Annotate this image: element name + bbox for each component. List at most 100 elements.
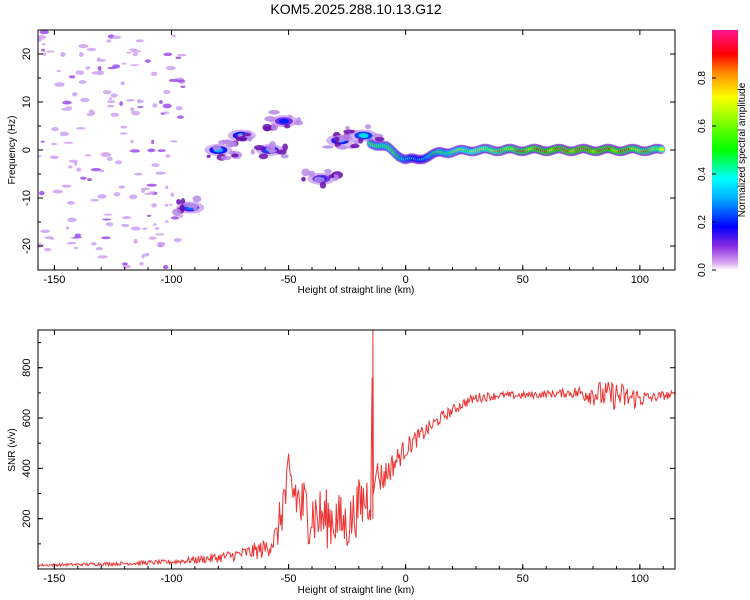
noise-blob — [164, 220, 169, 223]
noise-blob — [106, 39, 112, 43]
noise-blob — [102, 218, 112, 221]
spectrogram-x-label: Height of straight line (km) — [298, 285, 415, 296]
spectrogram-x-ticks: -150 -100 -50 0 50 100 — [43, 30, 664, 286]
ridge-core — [658, 147, 664, 152]
x-tick-label: -100 — [160, 274, 182, 286]
cluster-f-speck — [301, 176, 306, 182]
snr-content — [38, 330, 675, 568]
noise-blob — [146, 183, 158, 187]
noise-blob — [59, 131, 70, 137]
cluster-e-speck — [284, 123, 291, 129]
cluster-a-speck — [182, 202, 193, 207]
noise-blob — [125, 99, 135, 102]
cluster-c-speck — [238, 136, 248, 142]
noise-blob — [121, 216, 132, 220]
colorbar-gradient — [712, 30, 738, 270]
noise-blob — [177, 53, 187, 57]
snr-panel: -150 -100 -50 0 50 100 200 400 600 800 Height of… — [7, 329, 676, 596]
noise-blob — [113, 191, 121, 197]
colorbar-tick-label: 0.6 — [697, 119, 708, 133]
noise-blob — [120, 81, 125, 86]
noise-blob — [68, 75, 76, 79]
cluster-d-speck — [250, 148, 255, 155]
noise-blob — [66, 241, 77, 245]
snr-frame — [37, 329, 676, 570]
cluster-a-speck — [172, 208, 182, 217]
noise-blob — [121, 62, 127, 65]
noise-blob — [139, 262, 144, 266]
noise-blob — [110, 112, 119, 117]
noise-blob — [97, 65, 102, 71]
noise-blob — [163, 52, 173, 57]
cluster-h-speck — [374, 136, 385, 142]
noise-blob — [157, 149, 166, 153]
noise-blob — [165, 185, 169, 190]
x-tick-label: 50 — [517, 274, 529, 286]
noise-blob — [38, 243, 45, 248]
noise-blob — [144, 252, 150, 257]
noise-blob — [50, 142, 58, 146]
cluster-d-speck — [258, 153, 269, 160]
noise-blob — [132, 52, 138, 57]
noise-blob — [144, 59, 151, 63]
noise-blob — [151, 139, 155, 145]
y-tick-label: 0 — [21, 147, 33, 153]
noise-blob — [153, 223, 157, 226]
noise-blob — [110, 93, 118, 98]
colorbar-tick-label: 0.2 — [697, 215, 708, 229]
cluster-f-speck — [313, 176, 325, 183]
y-tick-label: 20 — [21, 48, 33, 60]
noise-blob — [97, 194, 107, 199]
noise-blob — [106, 156, 113, 161]
x-tick-label: -150 — [43, 274, 65, 286]
noise-blob — [84, 154, 92, 157]
noise-blob — [163, 111, 170, 115]
noise-blob — [152, 103, 158, 108]
noise-blob — [39, 30, 50, 35]
cluster-d-speck — [280, 154, 289, 159]
snr-x-label: Height of straight line (km) — [298, 585, 415, 596]
cluster-g-speck — [350, 143, 360, 149]
noise-blob — [87, 178, 93, 182]
x-tick-label: -100 — [160, 573, 182, 585]
cluster-e-speck — [268, 109, 280, 115]
noise-blob — [180, 85, 186, 88]
cluster-h-speck — [358, 137, 364, 144]
cluster-e-speck — [263, 126, 271, 132]
y-tick-label: 800 — [21, 359, 33, 377]
noise-blob — [162, 103, 172, 109]
cluster-d-speck — [268, 148, 276, 155]
noise-blob — [130, 226, 141, 231]
spectrogram-y-label: Frequency (Hz) — [7, 116, 18, 185]
snr-y-ticks: 200 400 600 800 — [21, 342, 675, 545]
cluster-c-speck — [241, 132, 252, 137]
cluster-e-speck — [264, 116, 276, 122]
noise-blob — [90, 242, 97, 246]
cluster-c-speck — [220, 139, 232, 143]
noise-blob — [168, 78, 179, 82]
cluster-f-speck — [328, 174, 335, 179]
noise-blob — [44, 236, 54, 240]
noise-blob — [134, 172, 143, 176]
noise-blob — [42, 52, 47, 56]
noise-blob — [45, 50, 55, 53]
x-tick-label: -150 — [43, 573, 65, 585]
noise-blob — [146, 214, 152, 218]
cluster-h-core — [358, 133, 369, 139]
noise-blob — [130, 107, 135, 112]
noise-blob — [75, 70, 85, 76]
noise-blob — [62, 100, 72, 105]
noise-blob — [155, 171, 166, 175]
x-tick-label: 100 — [631, 274, 649, 286]
noise-blob — [50, 156, 58, 159]
noise-blob — [65, 226, 70, 230]
noise-blob — [78, 80, 87, 84]
noise-blob — [135, 39, 144, 43]
noise-blob — [56, 69, 61, 72]
noise-blob — [97, 255, 108, 259]
noise-blob — [51, 126, 59, 132]
noise-blob — [61, 184, 72, 188]
snr-x-ticks: -150 -100 -50 0 50 100 — [43, 330, 664, 585]
noise-blob — [141, 189, 146, 194]
cluster-f-speck — [308, 170, 316, 177]
